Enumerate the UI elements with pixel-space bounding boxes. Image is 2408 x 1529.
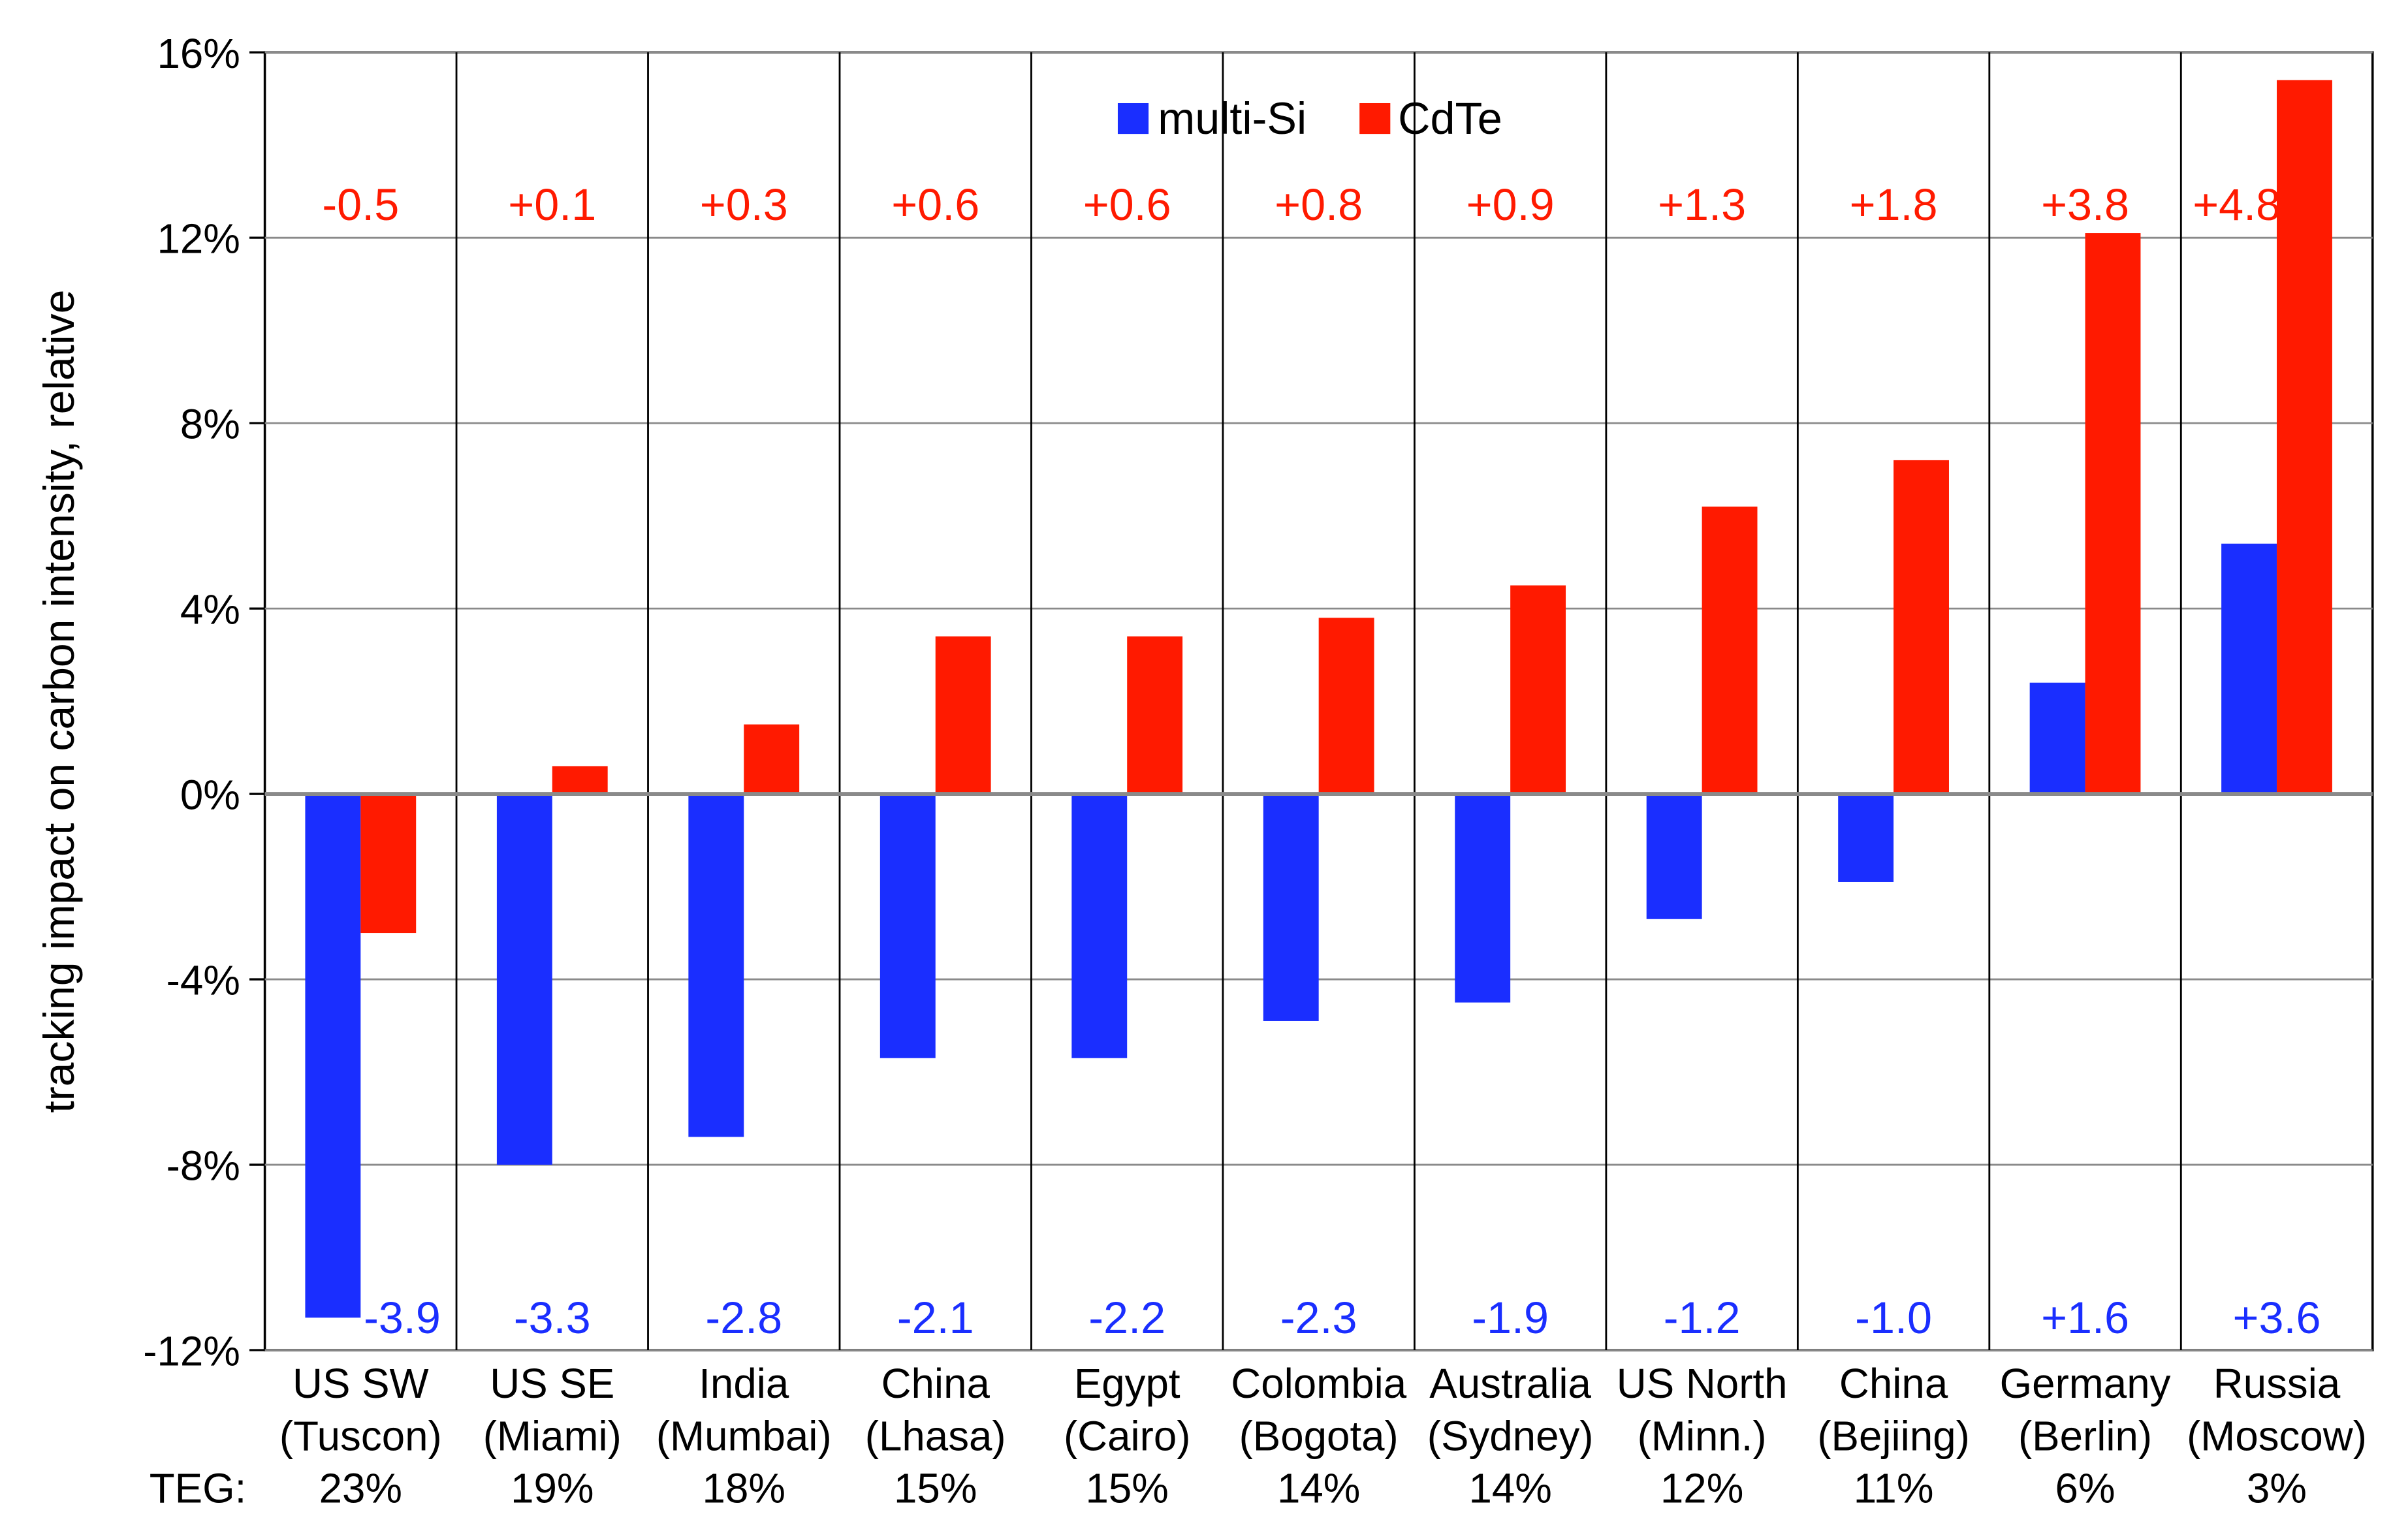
bar-multi-si (2221, 543, 2277, 795)
teg-value: 18% (703, 1465, 785, 1511)
bar-cdte (744, 724, 800, 795)
bar-multi-si (1263, 794, 1319, 1021)
bar-multi-si (688, 794, 744, 1137)
bar-multi-si (305, 794, 361, 1318)
x-tick-sublabel: (Lhasa) (865, 1413, 1006, 1459)
y-tick-label: 4% (180, 587, 240, 633)
x-tick-sublabel: (Cairo) (1064, 1413, 1191, 1459)
y-tick-label: -4% (166, 958, 240, 1004)
x-tick-label: US SW (293, 1361, 429, 1407)
y-tick-label: 8% (180, 402, 240, 448)
multi-si-annotation: -2.2 (1088, 1293, 1165, 1343)
x-tick-label: Russia (2213, 1361, 2341, 1407)
x-tick-label: Australia (1429, 1361, 1591, 1407)
x-tick-label: China (881, 1361, 990, 1407)
multi-si-annotation: -2.1 (897, 1293, 974, 1343)
cdte-annotation: +0.6 (891, 180, 979, 230)
teg-value: 12% (1660, 1465, 1743, 1511)
x-tick-sublabel: (Moscow) (2187, 1413, 2367, 1459)
multi-si-annotation: -1.2 (1664, 1293, 1741, 1343)
teg-value: 15% (894, 1465, 977, 1511)
x-tick-sublabel: (Bejiing) (1817, 1413, 1970, 1459)
teg-value: 15% (1086, 1465, 1169, 1511)
bar-cdte (1893, 460, 1949, 795)
y-tick-label: 16% (157, 31, 240, 77)
multi-si-annotation: -2.8 (705, 1293, 782, 1343)
cdte-annotation: +1.3 (1658, 180, 1746, 230)
bar-cdte (1127, 636, 1183, 795)
x-tick-label: US SE (490, 1361, 614, 1407)
x-tick-sublabel: (Mumbai) (656, 1413, 832, 1459)
legend-swatch-cdte (1359, 102, 1391, 134)
bar-cdte (360, 794, 417, 934)
x-tick-sublabel: (Berlin) (2018, 1413, 2152, 1459)
x-tick-sublabel: (Miami) (483, 1413, 622, 1459)
multi-si-annotation: -1.9 (1472, 1293, 1549, 1343)
bars (305, 80, 2332, 1318)
cdte-annotation: +0.9 (1466, 180, 1555, 230)
multi-si-annotation: -2.3 (1280, 1293, 1357, 1343)
teg-value: 6% (2055, 1465, 2115, 1511)
multi-si-annotation: -3.9 (364, 1293, 441, 1343)
bar-cdte (1318, 618, 1374, 795)
y-tick-label: 0% (180, 772, 240, 819)
x-tick-sublabel: (Tuscon) (279, 1413, 442, 1459)
x-tick-label: India (699, 1361, 789, 1407)
teg-value: 11% (1854, 1465, 1934, 1511)
x-tick-sublabel: (Bogota) (1239, 1413, 1399, 1459)
multi-si-annotation: +3.6 (2233, 1293, 2321, 1343)
y-tick-label: -8% (166, 1143, 240, 1190)
x-tick-sublabel: (Minn.) (1638, 1413, 1767, 1459)
cdte-annotation: -0.5 (322, 180, 399, 230)
legend: multi-Si CdTe (1117, 94, 1502, 144)
y-axis-title: tracking impact on carbon intensity, rel… (35, 290, 83, 1113)
legend-label-multi-si: multi-Si (1158, 94, 1307, 144)
teg-value: 14% (1468, 1465, 1551, 1511)
bar-cdte (552, 766, 608, 795)
x-tick-label: Colombia (1231, 1361, 1406, 1407)
teg-value: 14% (1277, 1465, 1360, 1511)
bar-cdte (2085, 233, 2141, 795)
teg-label: TEG: (150, 1465, 247, 1511)
bar-multi-si (2029, 682, 2085, 795)
x-tick-label: China (1839, 1361, 1948, 1407)
bar-cdte (2277, 80, 2332, 795)
x-tick-label: Germany (2000, 1361, 2171, 1407)
bar-multi-si (879, 794, 936, 1058)
bar-cdte (935, 636, 991, 795)
bar-multi-si (1455, 794, 1511, 1003)
bar-multi-si (1646, 794, 1702, 919)
bar-multi-si (1838, 794, 1894, 882)
x-tick-label: US North (1617, 1361, 1788, 1407)
legend-label-cdte: CdTe (1398, 94, 1502, 144)
cdte-annotation: +1.8 (1850, 180, 1938, 230)
bar-multi-si (496, 794, 552, 1165)
x-tick-sublabel: (Sydney) (1427, 1413, 1594, 1459)
bar-multi-si (1071, 794, 1128, 1058)
axes (249, 51, 2373, 1351)
cdte-annotation: +0.1 (508, 180, 596, 230)
y-tick-label: 12% (157, 216, 240, 262)
y-tick-label: -12% (143, 1329, 240, 1375)
cdte-annotation: +0.6 (1083, 180, 1171, 230)
bar-cdte (1702, 506, 1758, 795)
teg-value: 23% (319, 1465, 402, 1511)
cdte-annotation: +0.8 (1275, 180, 1363, 230)
bar-cdte (1510, 585, 1566, 795)
x-tick-label: Egypt (1074, 1361, 1180, 1407)
cdte-annotation: +4.8 (2193, 180, 2281, 230)
multi-si-annotation: -3.3 (514, 1293, 591, 1343)
cdte-annotation: +0.3 (700, 180, 788, 230)
teg-value: 3% (2247, 1465, 2307, 1511)
multi-si-annotation: +1.6 (2041, 1293, 2129, 1343)
cdte-annotation: +3.8 (2041, 180, 2129, 230)
legend-swatch-multi-si (1117, 102, 1149, 134)
multi-si-annotation: -1.0 (1855, 1293, 1932, 1343)
labels: -12% -8% -4% 0% 4% 8% 12% 16% -0.5 +0.1 +0.3 +0.6 +0… (35, 31, 2367, 1512)
teg-value: 19% (511, 1465, 594, 1511)
